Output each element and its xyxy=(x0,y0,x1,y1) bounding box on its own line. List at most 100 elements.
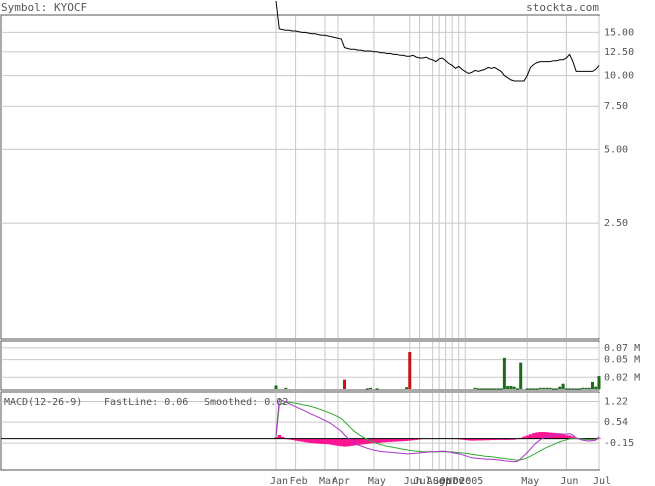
x-tick-label: Jun xyxy=(560,476,578,486)
volume-bar xyxy=(581,387,585,389)
volume-bar xyxy=(525,388,529,390)
x-tick-label: Jul xyxy=(593,476,611,486)
macd-histogram-bar xyxy=(313,438,318,444)
x-tick-label: 2005 xyxy=(459,476,483,486)
volume-bar xyxy=(502,357,506,389)
macd-histogram-bar xyxy=(561,434,566,439)
macd-histogram-bar xyxy=(280,436,285,439)
macd-histogram-bar xyxy=(290,438,295,441)
x-tick-label: Apr xyxy=(332,476,350,486)
volume-bar xyxy=(365,388,369,390)
macd-histogram-bar xyxy=(395,438,399,442)
x-tick-label: May xyxy=(368,476,386,486)
volume-bar xyxy=(284,387,288,389)
volume-bar xyxy=(519,362,523,389)
macd-histogram-bar xyxy=(408,438,412,441)
macd-histogram-bar xyxy=(362,438,367,445)
price-panel: 15.00 12.50 10.00 7.50 5.00 2.50 xyxy=(0,0,634,340)
volume-bars xyxy=(274,351,601,390)
macd-tick-label: 0.54 xyxy=(604,417,628,428)
macd-histogram-bar xyxy=(463,438,468,441)
price-tick-label: 15.00 xyxy=(604,27,634,38)
macd-panel: 1.22 0.54 -0.15 MACD(12-26-9) FastLine: 0.… xyxy=(0,391,634,471)
macd-histogram-bar xyxy=(502,438,507,441)
price-grid xyxy=(1,16,600,338)
macd-y-axis: 1.22 0.54 -0.15 xyxy=(604,397,634,450)
volume-bar xyxy=(584,387,588,389)
volume-bar xyxy=(571,388,575,390)
price-panel-frame xyxy=(0,14,600,340)
volume-bar xyxy=(564,388,568,390)
macd-histogram-bar xyxy=(365,438,370,444)
x-tick-label: Nov xyxy=(446,476,464,486)
macd-histogram-bar xyxy=(476,438,481,441)
x-tick-label: May xyxy=(521,476,539,486)
volume-bar xyxy=(476,388,480,390)
volume-bar xyxy=(489,388,493,390)
price-line xyxy=(275,0,600,82)
macd-histogram-bar xyxy=(512,438,517,440)
price-tick-label: 5.00 xyxy=(604,144,628,155)
macd-histogram-bar xyxy=(398,438,402,442)
macd-histogram-bar xyxy=(479,438,484,441)
x-tick-label: Dec xyxy=(453,476,471,486)
macd-histogram-bar xyxy=(414,438,419,440)
x-tick-label: Feb xyxy=(290,476,308,486)
volume-bar xyxy=(405,387,409,389)
macd-histogram-bar xyxy=(483,438,487,441)
macd-histogram-bar xyxy=(342,438,347,447)
macd-histogram-bar xyxy=(535,432,539,439)
volume-bar xyxy=(577,388,581,390)
macd-histogram-bar xyxy=(509,438,513,440)
macd-fast-line xyxy=(275,398,600,463)
macd-histogram-bar xyxy=(303,438,308,443)
macd-histogram-bar xyxy=(277,434,282,439)
macd-histogram-bar xyxy=(404,438,409,441)
volume-bar xyxy=(473,387,477,389)
volume-bar xyxy=(568,388,572,390)
macd-histogram-bar xyxy=(489,438,494,441)
macd-histogram-bar xyxy=(506,438,510,440)
macd-histogram-bar xyxy=(355,438,360,446)
x-tick-label: Mar xyxy=(319,476,337,486)
volume-bar xyxy=(528,388,532,390)
macd-histogram-bar xyxy=(597,437,601,439)
macd-histogram-bar xyxy=(316,438,321,444)
macd-histogram-bar xyxy=(297,438,301,442)
macd-grid xyxy=(1,393,600,469)
macd-histogram-bar xyxy=(333,438,337,446)
volume-bar xyxy=(486,388,490,390)
volume-bar xyxy=(499,388,503,390)
volume-bar xyxy=(343,379,347,389)
price-tick-label: 7.50 xyxy=(604,101,628,112)
macd-fast-legend: FastLine: 0.06 xyxy=(104,397,188,408)
volume-tick-label: 0.02 M xyxy=(604,372,640,383)
volume-bar xyxy=(590,381,594,389)
volume-bar xyxy=(480,388,484,390)
macd-histogram-bar xyxy=(388,438,393,442)
volume-bar xyxy=(542,387,546,389)
volume-bar xyxy=(594,386,598,389)
macd-histogram-bar xyxy=(306,438,311,443)
macd-histogram-bar xyxy=(375,438,380,443)
macd-histogram-bar xyxy=(554,433,559,439)
macd-histogram-bar xyxy=(564,435,569,439)
macd-histogram-bar xyxy=(558,433,562,439)
macd-tick-label: 1.22 xyxy=(604,397,628,408)
macd-histogram-bar xyxy=(339,438,344,447)
site-label: stockta.com xyxy=(526,1,599,14)
macd-histogram-bar xyxy=(352,438,357,446)
volume-bar xyxy=(483,388,487,390)
macd-histogram-bar xyxy=(300,438,305,442)
volume-bar xyxy=(532,388,536,390)
macd-histogram-bar xyxy=(525,435,530,439)
volume-panel: 0.07 M0.05 M 0.02 M xyxy=(0,340,640,391)
volume-bar xyxy=(512,386,516,389)
macd-histogram-bar xyxy=(293,438,298,441)
macd-histogram-bar xyxy=(326,438,331,445)
volume-bar xyxy=(375,388,379,390)
macd-histogram-bar xyxy=(320,438,324,444)
macd-histogram-bar xyxy=(528,434,533,439)
macd-histogram-bar xyxy=(346,438,350,447)
